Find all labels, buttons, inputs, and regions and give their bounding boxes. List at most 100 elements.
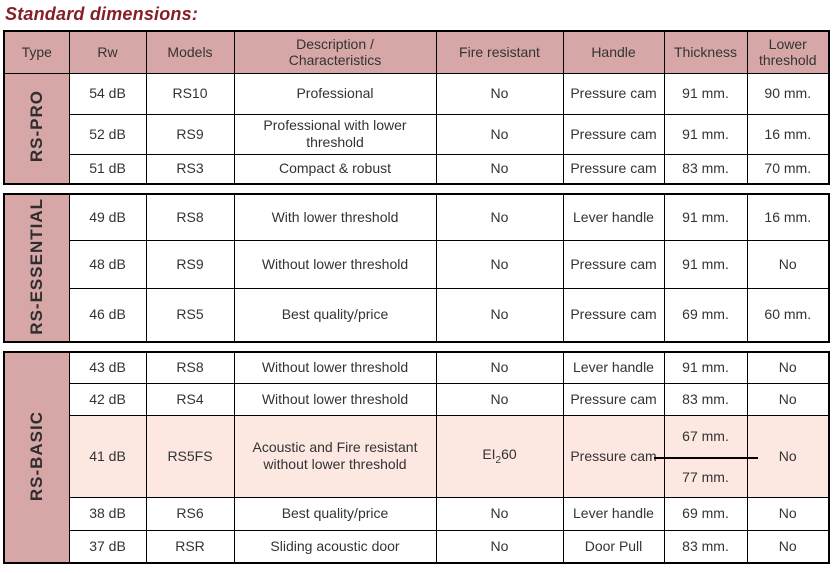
- cell-thickness: 91 mm.: [663, 193, 748, 241]
- group-label-rs-pro: RS-PRO: [26, 90, 46, 163]
- cell-model: RS9: [145, 239, 235, 289]
- column-header-models: Models: [145, 30, 235, 74]
- cell-fire-resistant: No: [435, 153, 564, 185]
- cell-model: RS8: [145, 351, 235, 384]
- cell-rw: 38 dB: [68, 496, 147, 531]
- fire-rating-suffix: 60: [501, 445, 517, 462]
- cell-handle: Lever handle: [562, 496, 665, 531]
- cell-thickness: 83 mm.: [663, 382, 748, 416]
- cell-handle: Pressure cam: [562, 239, 665, 289]
- cell-handle: Door Pull: [562, 529, 665, 564]
- cell-handle: Lever handle: [562, 351, 665, 384]
- fire-rating-prefix: EI: [482, 445, 496, 462]
- cell-thickness: 83 mm.: [663, 529, 748, 564]
- cell-model: RS3: [145, 153, 235, 185]
- table-row-highlighted: 41 dB RS5FS Acoustic and Fire resistant …: [4, 414, 830, 498]
- group-label-cell-rs-pro: RS-PRO: [3, 72, 70, 185]
- cell-thickness: 91 mm.: [663, 239, 748, 289]
- group-label-rs-basic: RS-BASIC: [26, 410, 46, 501]
- table-row: RS-ESSENTIAL 49 dB RS8 With lower thresh…: [3, 193, 830, 343]
- cell-model: RSR: [145, 529, 235, 564]
- cell-rw: 42 dB: [68, 382, 147, 416]
- table-row: 42 dB RS4 Without lower threshold No Pre…: [4, 382, 830, 416]
- cell-model: RS5: [145, 287, 235, 343]
- cell-handle: Pressure cam: [562, 414, 665, 498]
- cell-lower-threshold: No: [746, 414, 830, 498]
- column-header-description: Description / Characteristics: [233, 30, 437, 74]
- thickness-divider-line: [653, 456, 758, 459]
- cell-description: Without lower threshold: [233, 351, 437, 384]
- table-row: 48 dB RS9 Without lower threshold No Pre…: [4, 239, 830, 289]
- table-row: 46 dB RS5 Best quality/price No Pressure…: [4, 287, 830, 343]
- cell-rw: 51 dB: [68, 153, 147, 185]
- cell-thickness: 91 mm.: [663, 72, 748, 115]
- thickness-value-upper: 67 mm.: [682, 428, 729, 445]
- cell-thickness: 91 mm.: [663, 113, 748, 155]
- cell-lower-threshold: 70 mm.: [746, 153, 830, 185]
- cell-fire-resistant: No: [435, 496, 564, 531]
- column-header-handle: Handle: [562, 30, 665, 74]
- table-row: 37 dB RSR Sliding acoustic door No Door …: [4, 529, 830, 564]
- cell-description: Without lower threshold: [233, 382, 437, 416]
- table-row: RS-PRO 54 dB RS10 Professional No Pressu…: [3, 72, 830, 185]
- cell-description: Professional with lower threshold: [233, 113, 437, 155]
- cell-rw: 52 dB: [68, 113, 147, 155]
- table-row-highlighted: 77 mm.: [4, 457, 829, 498]
- cell-thickness-upper: 67 mm.: [653, 414, 758, 459]
- table-row: 52 dB RS9 Professional with lower thresh…: [4, 113, 830, 155]
- cell-model: RS4: [145, 382, 235, 416]
- cell-model: RS8: [145, 193, 235, 241]
- cell-fire-resistant: No: [435, 382, 564, 416]
- cell-description: Professional: [233, 72, 437, 115]
- table-row: RS-BASIC 43 dB RS8 Without lower thresho…: [3, 351, 830, 564]
- column-header-rw: Rw: [68, 30, 147, 74]
- table-rs-essential: RS-ESSENTIAL 49 dB RS8 With lower thresh…: [3, 193, 830, 343]
- cell-model: RS6: [145, 496, 235, 531]
- cell-thickness: 83 mm.: [663, 153, 748, 185]
- cell-fire-resistant: No: [435, 287, 564, 343]
- cell-handle: Lever handle: [562, 193, 665, 241]
- page-title: Standard dimensions:: [5, 4, 199, 24]
- column-header-description-label: Description / Characteristics: [288, 35, 382, 69]
- cell-thickness: 69 mm.: [663, 287, 748, 343]
- cell-fire-resistant: EI260: [435, 414, 564, 498]
- cell-lower-threshold: 16 mm.: [746, 193, 830, 241]
- cell-rw: 48 dB: [68, 239, 147, 289]
- fire-rating-subscript: 2: [495, 454, 502, 466]
- cell-description: Acoustic and Fire resistant without lowe…: [233, 414, 437, 498]
- cell-rw: 49 dB: [68, 193, 147, 241]
- cell-lower-threshold: No: [746, 529, 830, 564]
- cell-thickness: 69 mm.: [663, 496, 748, 531]
- cell-fire-resistant: No: [435, 193, 564, 241]
- cell-rw: 54 dB: [68, 72, 147, 115]
- cell-model: RS10: [145, 72, 235, 115]
- cell-lower-threshold: No: [746, 351, 830, 384]
- group-label-cell-rs-essential: RS-ESSENTIAL: [3, 193, 70, 343]
- cell-lower-threshold: No: [746, 496, 830, 531]
- header-row: Type Rw Models Description / Characteris…: [3, 30, 830, 74]
- cell-lower-threshold: 90 mm.: [746, 72, 830, 115]
- cell-rw: 43 dB: [68, 351, 147, 384]
- cell-rw: 41 dB: [68, 414, 147, 498]
- column-header-thickness: Thickness: [663, 30, 748, 74]
- cell-lower-threshold: No: [746, 382, 830, 416]
- cell-model: RS9: [145, 113, 235, 155]
- cell-lower-threshold: No: [746, 239, 830, 289]
- group-label-rs-essential: RS-ESSENTIAL: [26, 197, 46, 335]
- cell-description: Compact & robust: [233, 153, 437, 185]
- cell-fire-resistant: No: [435, 351, 564, 384]
- table-rs-basic: RS-BASIC 43 dB RS8 Without lower thresho…: [3, 351, 830, 564]
- cell-description: Best quality/price: [233, 287, 437, 343]
- column-header-lower-threshold: Lower threshold: [746, 30, 830, 74]
- cell-model: RS5FS: [145, 414, 235, 498]
- cell-fire-resistant: No: [435, 113, 564, 155]
- cell-rw: 37 dB: [68, 529, 147, 564]
- cell-handle: Pressure cam: [562, 287, 665, 343]
- cell-thickness-lower: 77 mm.: [663, 457, 748, 498]
- table-row: 38 dB RS6 Best quality/price No Lever ha…: [4, 496, 830, 531]
- table-rs-pro: Type Rw Models Description / Characteris…: [3, 30, 830, 185]
- cell-fire-resistant: No: [435, 529, 564, 564]
- cell-rw: 46 dB: [68, 287, 147, 343]
- cell-description: With lower threshold: [233, 193, 437, 241]
